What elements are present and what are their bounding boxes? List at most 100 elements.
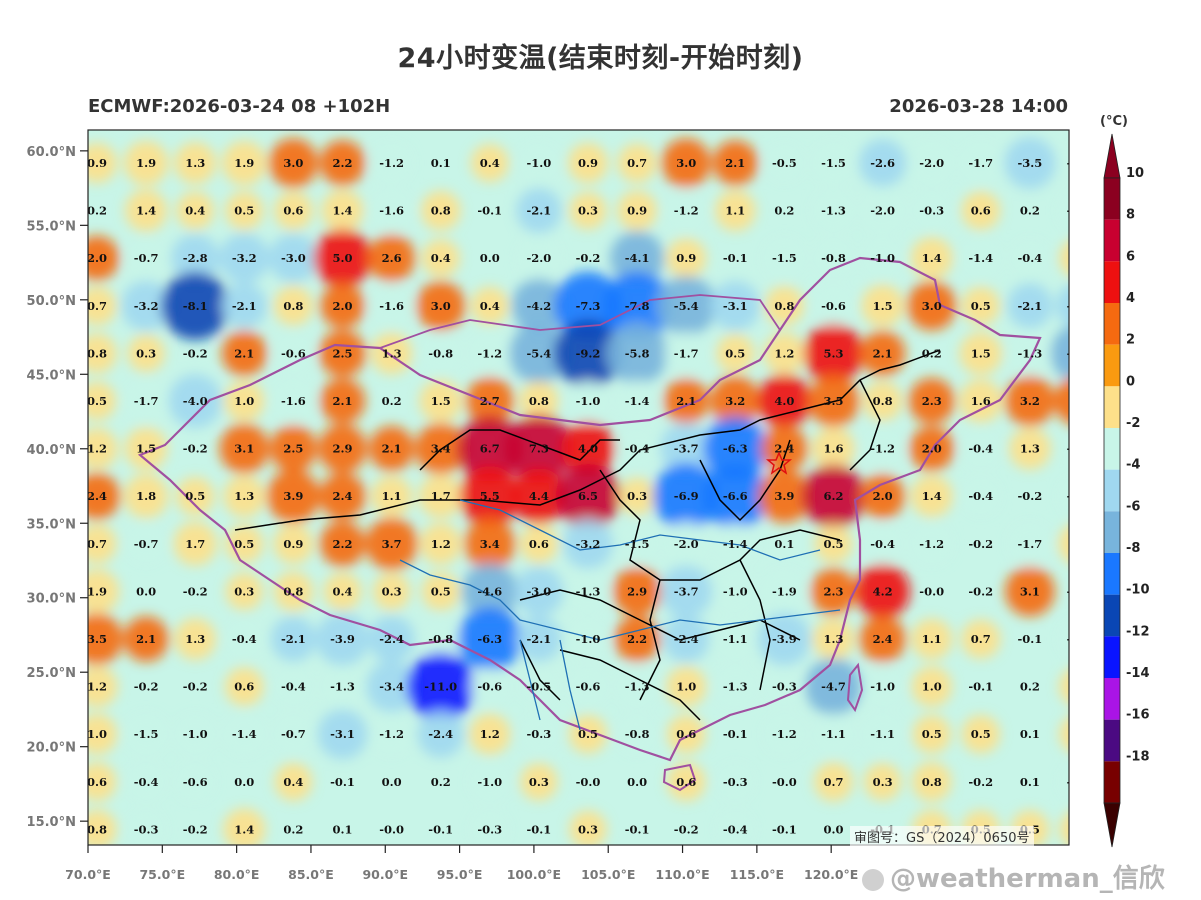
- field-cell: [1054, 378, 1069, 424]
- colorbar-tick-label: 2: [1126, 333, 1135, 348]
- grid-value: -1.7: [134, 394, 159, 408]
- map-title: 24小时变温(结束时刻-开始时刻): [397, 43, 804, 74]
- field-cell: [406, 652, 475, 721]
- field-cell: [908, 377, 955, 425]
- grid-value: -11.0: [424, 680, 457, 694]
- grid-value: 2.7: [480, 394, 500, 408]
- colorbar-tick-label: -4: [1126, 458, 1140, 473]
- grid-value: -2.8: [183, 251, 208, 265]
- grid-value: 1.0: [922, 680, 942, 694]
- lon-label: 95.0°E: [437, 867, 483, 882]
- field-cell: [959, 379, 1003, 423]
- field-cell: [420, 190, 461, 231]
- field-cell: [420, 619, 461, 659]
- grid-value: 1.2: [774, 346, 794, 360]
- field-cell: [464, 518, 516, 570]
- field-cell: [421, 239, 460, 278]
- grid-value: -2.1: [281, 632, 306, 646]
- field-cell: [127, 762, 165, 801]
- grid-value: -9.2: [576, 346, 601, 360]
- field-cell: [863, 763, 902, 801]
- grid-value: 0.9: [578, 156, 598, 170]
- field-cell: [223, 808, 266, 845]
- field-cell: [569, 810, 607, 845]
- field-cell: [319, 329, 366, 377]
- field-cell: [124, 712, 168, 756]
- field-cell: [911, 762, 952, 802]
- grid-value: -0.1: [772, 822, 797, 836]
- field-cell: [1004, 137, 1056, 189]
- field-cell: [860, 188, 905, 234]
- field-cell: [554, 319, 622, 388]
- field-cell: [321, 189, 364, 232]
- grid-value: 0.5: [234, 204, 254, 218]
- grid-value: 1.5: [873, 299, 893, 313]
- field-cell: [319, 140, 366, 186]
- colorbar-segment: [1104, 178, 1120, 220]
- field-cell: [814, 286, 853, 326]
- grid-value: 0.3: [136, 346, 156, 360]
- field-cell: [606, 322, 668, 385]
- field-cell: [1059, 717, 1069, 751]
- field-cell: [561, 421, 615, 476]
- grid-value: 4.0: [578, 442, 598, 456]
- grid-value: 0.2: [1020, 680, 1040, 694]
- grid-value: -1.3: [723, 680, 748, 694]
- field-cell: [961, 715, 1000, 754]
- grid-value: -1.5: [1067, 204, 1092, 218]
- grid-value: 5.5: [480, 489, 500, 503]
- grid-value: -0.2: [183, 346, 208, 360]
- grid-value: 6.2: [823, 489, 843, 503]
- field-cell: [814, 524, 853, 563]
- grid-value: 1.6: [823, 442, 843, 456]
- grid-value: 0.6: [283, 204, 303, 218]
- field-cell: [959, 141, 1003, 185]
- grid-value: -1.3: [576, 584, 601, 598]
- field-cell: [459, 466, 520, 527]
- field-cell: [127, 334, 165, 373]
- field-cell: [1005, 566, 1055, 617]
- field-cell: [610, 231, 665, 286]
- grid-value: 0.5: [971, 727, 991, 741]
- grid-value: -0.4: [625, 442, 650, 456]
- grid-value: 0.1: [431, 156, 451, 170]
- grid-value: 1.2: [87, 442, 107, 456]
- lat-label: 30.0°N: [27, 592, 76, 607]
- grid-value: 1.9: [136, 156, 156, 170]
- field-cell: [716, 763, 754, 801]
- field-cell: [716, 334, 755, 373]
- field-cell: [470, 667, 510, 706]
- grid-value: -0.0: [772, 775, 797, 789]
- field-cell: [420, 333, 461, 374]
- grid-value: 0.7: [87, 299, 107, 313]
- grid-value: 2.5: [283, 442, 303, 456]
- grid-value: 0.6: [676, 775, 696, 789]
- grid-value: 2.0: [87, 251, 107, 265]
- field-cell: [568, 143, 608, 183]
- field-cell: [370, 713, 413, 755]
- field-cell: [612, 567, 662, 616]
- grid-value: -1.0: [870, 251, 895, 265]
- grid-value: -2.3: [1067, 299, 1092, 313]
- grid-value: 0.8: [774, 299, 794, 313]
- grid-value: -0.3: [477, 822, 502, 836]
- grid-value: 1.8: [136, 489, 156, 503]
- field-cell: [270, 616, 317, 662]
- grid-value: -0.8: [428, 632, 453, 646]
- field-cell: [416, 281, 466, 331]
- colorbar-tick-label: 8: [1126, 208, 1135, 223]
- grid-value: 0.8: [922, 775, 942, 789]
- grid-value: 0.5: [823, 537, 843, 551]
- field-cell: [910, 475, 953, 518]
- field-cell: [88, 665, 118, 708]
- field-cell: [469, 713, 511, 755]
- grid-value: -0.4: [232, 632, 257, 646]
- grid-value: -1.0: [723, 584, 748, 598]
- grid-value: 0.3: [627, 489, 647, 503]
- colorbar-tick-label: 4: [1126, 291, 1135, 306]
- field-cell: [666, 238, 707, 279]
- grid-value: 2.0: [332, 299, 352, 313]
- grid-value: 2.1: [873, 346, 893, 360]
- grid-value: 1.3: [1020, 442, 1040, 456]
- colorbar-tick-label: -2: [1126, 416, 1140, 431]
